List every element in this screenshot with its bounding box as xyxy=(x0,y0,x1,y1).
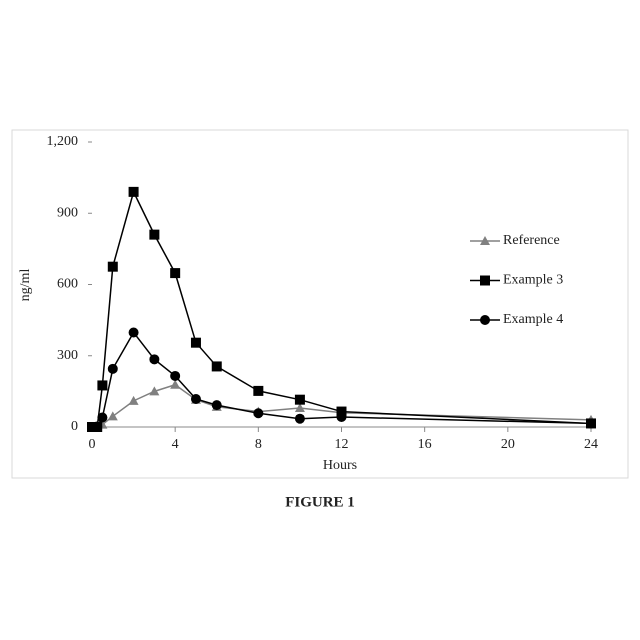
marker xyxy=(170,380,180,389)
chart-title: FIGURE 1 xyxy=(285,494,355,510)
marker xyxy=(170,268,180,278)
y-tick-label: 0 xyxy=(71,419,78,434)
x-tick-label: 12 xyxy=(335,437,349,452)
marker xyxy=(129,187,139,197)
marker xyxy=(295,414,305,424)
y-tick-label: 600 xyxy=(57,277,78,292)
legend-label: Example 3 xyxy=(503,273,563,288)
legend-label: Reference xyxy=(503,233,560,248)
marker xyxy=(149,354,159,364)
x-tick-label: 16 xyxy=(418,437,432,452)
marker xyxy=(97,380,107,390)
marker xyxy=(212,361,222,371)
marker xyxy=(191,394,201,404)
marker xyxy=(97,413,107,423)
marker xyxy=(191,338,201,348)
y-tick-label: 1,200 xyxy=(47,134,79,149)
y-tick-label: 900 xyxy=(57,205,78,220)
x-tick-label: 20 xyxy=(501,437,515,452)
x-tick-label: 4 xyxy=(172,437,179,452)
marker xyxy=(212,400,222,410)
marker xyxy=(170,371,180,381)
x-axis-title: Hours xyxy=(323,458,357,473)
marker xyxy=(129,327,139,337)
y-tick-label: 300 xyxy=(57,348,78,363)
marker xyxy=(337,412,347,422)
marker xyxy=(129,396,139,405)
marker xyxy=(295,395,305,405)
legend-marker xyxy=(480,276,490,286)
marker xyxy=(92,422,102,432)
marker xyxy=(253,386,263,396)
marker xyxy=(149,230,159,240)
marker xyxy=(586,418,596,428)
legend-label: Example 4 xyxy=(503,312,563,327)
x-tick-label: 0 xyxy=(89,437,96,452)
chart: FIGURE 1 Hours ng/ml 0 300 600 900 1,200 0 4 8 1… xyxy=(0,0,640,640)
marker xyxy=(108,364,118,374)
x-tick-label: 24 xyxy=(584,437,598,452)
series-line xyxy=(92,192,591,427)
legend-marker xyxy=(480,315,490,325)
y-axis-title: ng/ml xyxy=(18,269,33,302)
marker xyxy=(108,262,118,272)
x-tick-label: 8 xyxy=(255,437,262,452)
marker xyxy=(108,411,118,420)
marker xyxy=(253,408,263,418)
